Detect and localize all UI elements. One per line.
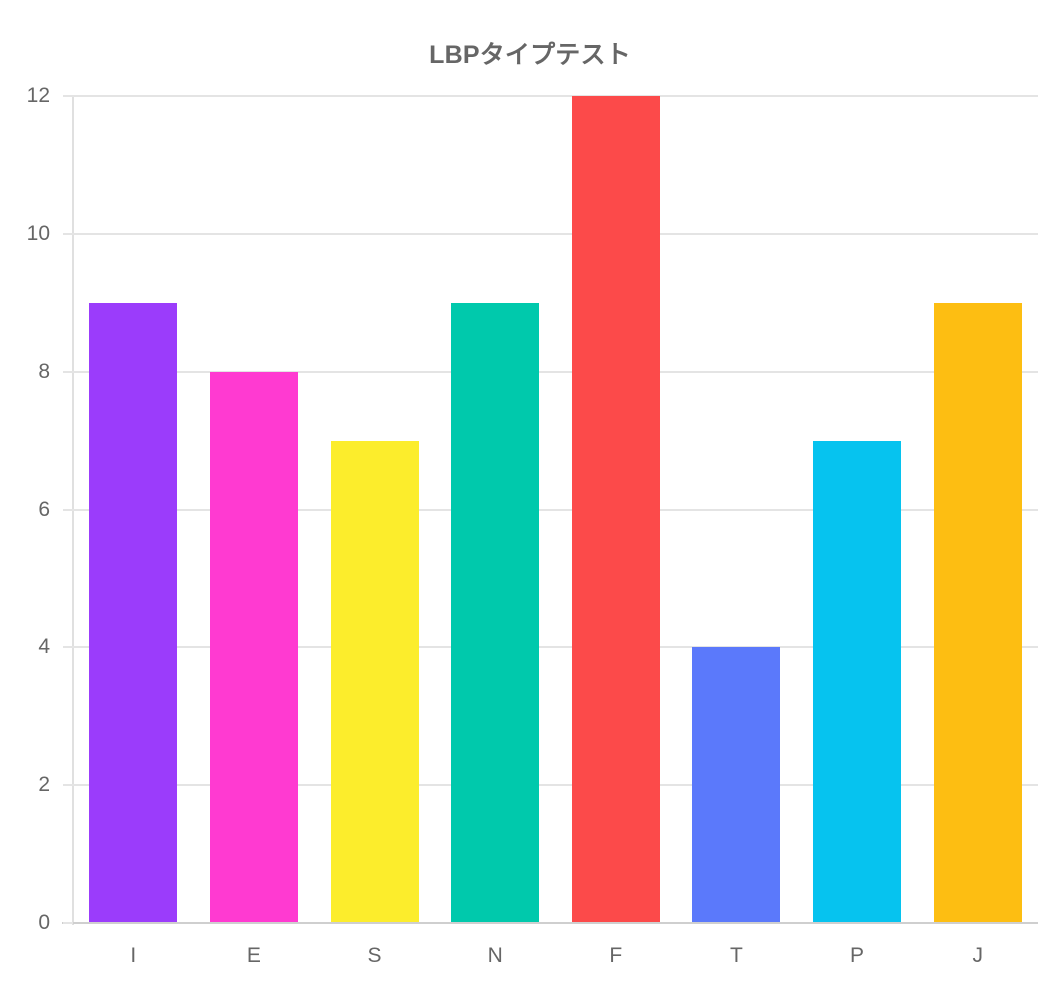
x-axis-tick-label: J [972, 944, 983, 967]
x-axis-tick-label: F [609, 944, 623, 967]
gridline [73, 646, 1038, 649]
y-axis-tick-label: 2 [38, 773, 50, 797]
plot-area [73, 95, 1038, 924]
bar[interactable] [813, 440, 902, 923]
x-axis-tick-label: T [730, 944, 743, 967]
y-axis-line [72, 96, 74, 925]
gridline [73, 95, 1038, 97]
gridline [73, 508, 1038, 511]
y-axis-tick-label: 6 [38, 497, 50, 521]
gridline [73, 370, 1038, 373]
y-axis-tick-label: 4 [38, 635, 50, 659]
bar[interactable] [692, 647, 781, 923]
x-axis-tick-label: N [487, 944, 503, 967]
y-axis-tick-label: 12 [26, 84, 50, 107]
y-axis-tick-mark [63, 95, 73, 97]
bar[interactable] [330, 440, 419, 923]
y-axis-tick-mark [63, 370, 73, 373]
y-axis-tick-mark [63, 784, 73, 787]
gridline [73, 784, 1038, 787]
x-axis-tick-label: E [246, 944, 261, 967]
x-axis-tick-label: P [850, 944, 865, 967]
y-axis-tick-mark [63, 508, 73, 511]
x-axis-tick-label: I [130, 944, 137, 967]
y-axis-tick-label: 0 [38, 911, 50, 934]
bar[interactable] [209, 371, 298, 923]
bar[interactable] [451, 302, 540, 923]
x-axis-tick-label: S [367, 944, 382, 967]
bar[interactable] [571, 96, 660, 923]
chart-title: LBPタイプテスト [429, 41, 631, 69]
y-axis-tick-label: 8 [38, 359, 50, 383]
x-axis-line [62, 922, 1038, 924]
y-axis-tick-mark [63, 922, 73, 924]
bar[interactable] [89, 302, 178, 923]
bar[interactable] [933, 302, 1022, 923]
y-axis-tick-mark [63, 232, 73, 235]
gridline [73, 232, 1038, 235]
y-axis-tick-mark [63, 646, 73, 649]
y-axis-tick-label: 10 [26, 221, 50, 245]
